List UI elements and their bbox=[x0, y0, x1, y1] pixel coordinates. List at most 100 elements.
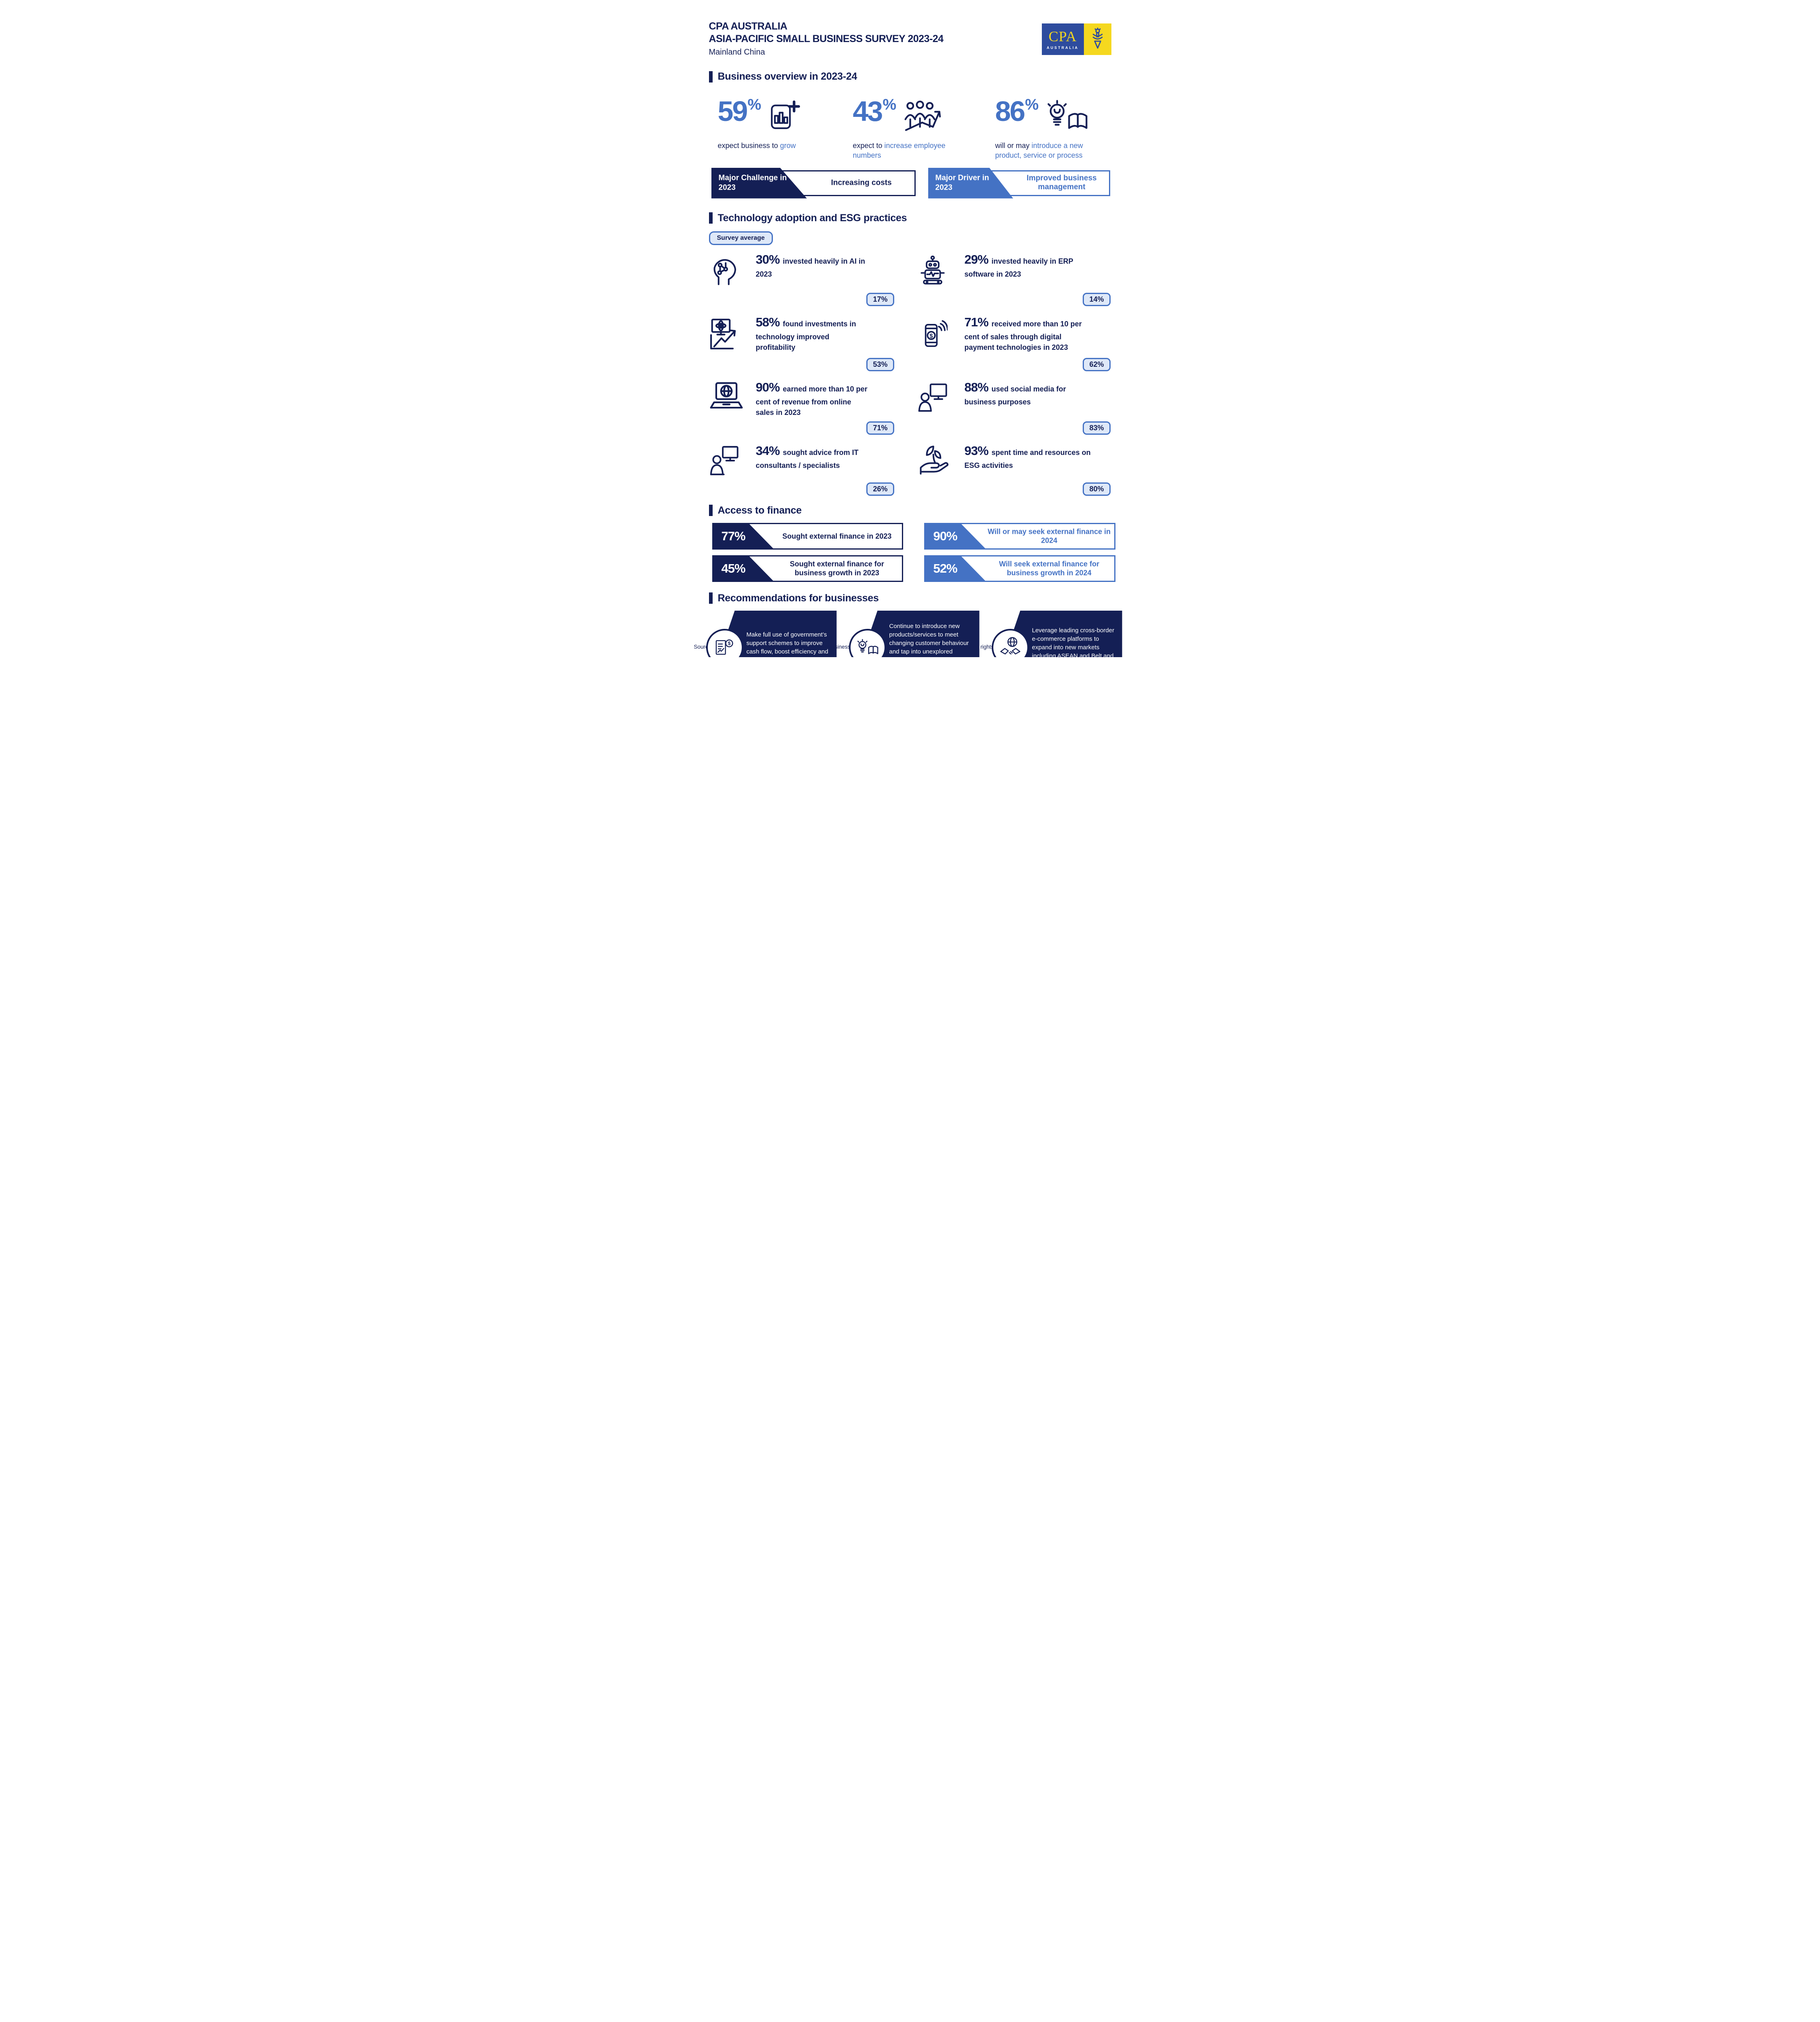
tech-text: sought advice from IT consultants / spec… bbox=[756, 448, 859, 470]
logo-acronym: CPA bbox=[1048, 28, 1077, 44]
logo-yellow-panel bbox=[1084, 23, 1111, 55]
ai-head-icon bbox=[713, 259, 736, 285]
svg-text:$: $ bbox=[728, 641, 730, 646]
survey-average-value-badge: 53% bbox=[866, 357, 894, 371]
banner-label: Major Challenge in 2023 bbox=[718, 173, 787, 192]
recommendation-card-new-products: Continue to introduce new products/servi… bbox=[849, 610, 980, 657]
survey-average-badge: Survey average bbox=[709, 231, 773, 245]
finance-banners: 77% Sought external finance in 2023 90% … bbox=[709, 522, 1115, 582]
lightbulb-book-icon bbox=[857, 639, 878, 654]
recommendation-text: Make full use of government’s support sc… bbox=[746, 631, 828, 657]
page-subtitle: Mainland China bbox=[709, 48, 765, 57]
survey-average-value-badge: 14% bbox=[1083, 292, 1111, 306]
laptop-globe-icon bbox=[710, 382, 743, 408]
stat-value: 59 bbox=[717, 95, 748, 127]
finance-banner-growth-2024: 52% Will seek external finance for busin… bbox=[924, 555, 1115, 582]
tech-text: spent time and resources on ESG activiti… bbox=[964, 448, 1091, 470]
svg-text:$: $ bbox=[929, 332, 933, 339]
banner-value: Increasing costs bbox=[831, 178, 892, 187]
logo-blue-panel: CPA AUSTRALIA bbox=[1041, 23, 1084, 55]
tech-text: found investments in technology improved… bbox=[756, 319, 856, 351]
major-challenge-banner: Major Challenge in 2023 Increasing costs bbox=[711, 167, 916, 199]
finance-text: Sought external finance in 2023 bbox=[782, 532, 892, 540]
section-title-finance: Access to finance bbox=[709, 505, 1111, 516]
section-title-technology: Technology adoption and ESG practices bbox=[709, 212, 1111, 224]
stat-caption: expect business to grow bbox=[717, 142, 796, 150]
bar-chart-plus-icon bbox=[771, 100, 800, 129]
header: CPA AUSTRALIA ASIA-PACIFIC SMALL BUSINES… bbox=[709, 20, 1111, 57]
finance-value: 77% bbox=[721, 529, 746, 543]
finance-value: 90% bbox=[933, 529, 958, 543]
cpa-crest-icon bbox=[1092, 27, 1103, 49]
finance-banner-seek-2024: 90% Will or may seek external finance in… bbox=[924, 522, 1115, 550]
document-dollar-icon: $ bbox=[715, 639, 733, 655]
section-bar bbox=[709, 212, 713, 224]
finance-value: 45% bbox=[721, 561, 746, 575]
robot-icon bbox=[920, 255, 945, 284]
survey-average-value-badge: 26% bbox=[866, 482, 894, 496]
overview-stat-grow: 59% expect business to grow bbox=[717, 95, 853, 161]
survey-average-value-badge: 17% bbox=[866, 292, 894, 306]
stat-caption: expect to increase employee numbers bbox=[853, 142, 946, 160]
recommendation-text: Continue to introduce new products/servi… bbox=[889, 623, 971, 657]
section-title-business-overview: Business overview in 2023-24 bbox=[709, 71, 1111, 82]
stat-value: 43 bbox=[853, 95, 883, 127]
section-bar bbox=[709, 71, 713, 82]
recommendation-card-government-support: $ Make full use of government’s support … bbox=[706, 610, 837, 657]
stat-percent-sign: % bbox=[1025, 96, 1039, 113]
recommendation-text: Leverage leading cross-border e-commerce… bbox=[1032, 627, 1114, 657]
digital-payment-icon: $ bbox=[925, 320, 948, 347]
tech-text: invested heavily in AI in 2023 bbox=[756, 257, 865, 278]
tech-value: 88% bbox=[964, 380, 989, 394]
header-titles: CPA AUSTRALIA ASIA-PACIFIC SMALL BUSINES… bbox=[709, 20, 944, 57]
finance-text: Will seek external finance for business … bbox=[999, 560, 1100, 577]
esg-hand-leaves-icon bbox=[920, 445, 948, 475]
lightbulb-book-icon bbox=[1048, 100, 1088, 129]
technology-profit-icon bbox=[710, 318, 736, 349]
employees-growth-icon bbox=[904, 100, 941, 131]
tech-value: 93% bbox=[964, 443, 989, 458]
tech-text: invested heavily in ERP software in 2023 bbox=[964, 257, 1073, 278]
stat-percent-sign: % bbox=[882, 96, 897, 113]
handshake-globe-icon bbox=[1000, 637, 1020, 655]
tech-stat-online-sales: 90% earned more than 10 per cent of reven… bbox=[709, 379, 895, 435]
overview-stat-employees: 43% expect to increase employee numbers bbox=[853, 95, 995, 161]
banner-value: Improved business management bbox=[1026, 173, 1097, 192]
tech-value: 30% bbox=[756, 252, 780, 266]
tech-stat-digital-payments: $ 71% received more than 10 per cent of s… bbox=[918, 313, 1111, 371]
technology-stats-grid: 30% invested heavily in AI in 2023 17% 29… bbox=[709, 251, 1111, 496]
stat-value: 86 bbox=[995, 95, 1026, 127]
tech-value: 58% bbox=[756, 315, 780, 329]
survey-average-value-badge: 62% bbox=[1083, 357, 1111, 371]
recommendation-card-ecommerce: Leverage leading cross-border e-commerce… bbox=[991, 610, 1122, 657]
tech-stat-social-media: 88% used social media for business purpos… bbox=[918, 379, 1111, 435]
tech-value: 90% bbox=[756, 380, 780, 394]
recommendation-cards: $ Make full use of government’s support … bbox=[706, 610, 1122, 657]
tech-stat-it-consultants: 34% sought advice from IT consultants / s… bbox=[709, 442, 895, 496]
title-line1: CPA AUSTRALIA bbox=[709, 21, 787, 32]
finance-text: Sought external finance for business gro… bbox=[789, 560, 884, 577]
finance-value: 52% bbox=[933, 561, 958, 575]
tech-stat-ai: 30% invested heavily in AI in 2023 17% bbox=[709, 251, 895, 306]
section-bar bbox=[709, 505, 713, 516]
overview-stats: 59% expect business to grow 43% exp bbox=[709, 95, 1111, 161]
cpa-australia-logo: CPA AUSTRALIA bbox=[1041, 23, 1111, 55]
section-title-recommendations: Recommendations for businesses bbox=[709, 592, 1111, 604]
stat-percent-sign: % bbox=[747, 96, 762, 113]
it-consultant-icon bbox=[710, 446, 739, 475]
tech-text: received more than 10 per cent of sales … bbox=[964, 319, 1082, 351]
page-title: CPA AUSTRALIA ASIA-PACIFIC SMALL BUSINES… bbox=[709, 20, 944, 45]
infographic-page: CPA AUSTRALIA ASIA-PACIFIC SMALL BUSINES… bbox=[682, 0, 1138, 657]
stat-caption: will or may introduce a new product, ser… bbox=[995, 142, 1083, 160]
social-media-monitor-icon bbox=[918, 383, 947, 412]
title-line2: ASIA-PACIFIC SMALL BUSINESS SURVEY 2023-… bbox=[709, 33, 944, 44]
banner-label: Major Driver in 2023 bbox=[935, 173, 989, 192]
tech-stat-profitability: 58% found investments in technology impro… bbox=[709, 313, 895, 371]
survey-average-value-badge: 71% bbox=[866, 421, 894, 435]
major-driver-banner: Major Driver in 2023 Improved business m… bbox=[928, 167, 1110, 199]
tech-text: used social media for business purposes bbox=[964, 385, 1066, 406]
survey-average-value-badge: 83% bbox=[1083, 421, 1111, 435]
finance-text: Will or may seek external finance in 202… bbox=[988, 527, 1111, 545]
finance-banner-sought-2023: 77% Sought external finance in 2023 bbox=[712, 522, 903, 550]
logo-country: AUSTRALIA bbox=[1047, 45, 1079, 50]
